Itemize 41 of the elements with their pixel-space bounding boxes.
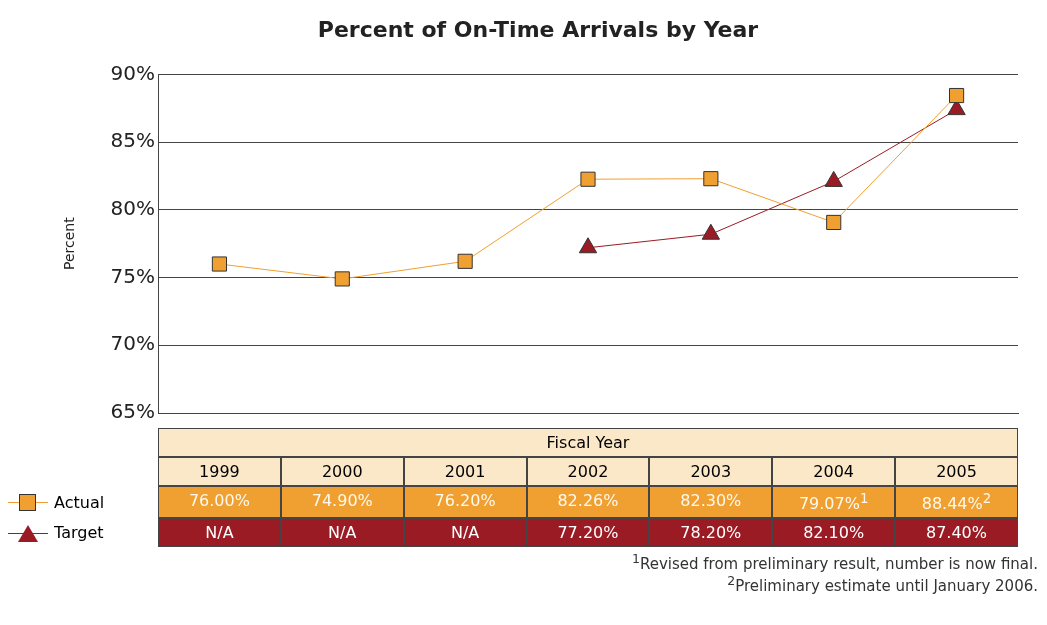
y-tick-label: 75% bbox=[110, 263, 155, 288]
data-label: 87.40% bbox=[895, 518, 1018, 548]
y-tick-label: 85% bbox=[110, 128, 155, 153]
legend-label: Actual bbox=[54, 492, 105, 512]
text: $^{1}$Revised from preliminary result, number is now final. bbox=[630, 551, 1038, 574]
x-tick-label: 2001 bbox=[403, 457, 527, 486]
y-tick-label: 80% bbox=[110, 196, 155, 221]
text: $^{2}$Preliminary estimate until January 2006. bbox=[726, 573, 1038, 596]
data-label: 88.44%$^{2}$ bbox=[895, 486, 1018, 519]
point bbox=[211, 256, 227, 272]
point bbox=[826, 214, 842, 231]
x-tick-label: 2000 bbox=[280, 457, 404, 486]
text: N/A bbox=[328, 523, 357, 543]
y-axis-title: Percent bbox=[61, 216, 78, 271]
data-label: 82.26% bbox=[526, 486, 650, 519]
data-label: 78.20% bbox=[649, 518, 773, 548]
point bbox=[334, 271, 350, 287]
x-tick-label: 2003 bbox=[649, 457, 773, 486]
text: N/A bbox=[450, 523, 480, 543]
data-label: 79.07%$^{1}$ bbox=[772, 486, 896, 519]
y-tick-label: 90% bbox=[110, 60, 155, 85]
point bbox=[580, 171, 596, 187]
y-tick-label: 65% bbox=[110, 399, 155, 424]
chart-title: Percent of On-Time Arrivals by Year bbox=[317, 16, 759, 42]
x-tick-label: 1999 bbox=[158, 457, 281, 486]
point bbox=[703, 171, 719, 187]
x-tick-label: 2005 bbox=[895, 457, 1018, 486]
data-label: 76.00% bbox=[158, 486, 281, 519]
point bbox=[457, 253, 473, 269]
x-tick-label: 2002 bbox=[526, 457, 650, 486]
text: N/A bbox=[205, 523, 234, 543]
y-tick-label: 70% bbox=[110, 331, 155, 356]
data-label: 76.20% bbox=[403, 486, 527, 519]
point bbox=[949, 87, 965, 104]
data-label: 82.30% bbox=[649, 486, 773, 519]
data-label: 82.10% bbox=[772, 518, 896, 548]
legend-label: Target bbox=[54, 523, 104, 543]
data-label: 74.90% bbox=[280, 486, 404, 519]
x-axis-title: Fiscal Year bbox=[158, 428, 1018, 457]
data-label: 77.20% bbox=[526, 518, 650, 548]
x-tick-label: 2004 bbox=[772, 457, 896, 486]
